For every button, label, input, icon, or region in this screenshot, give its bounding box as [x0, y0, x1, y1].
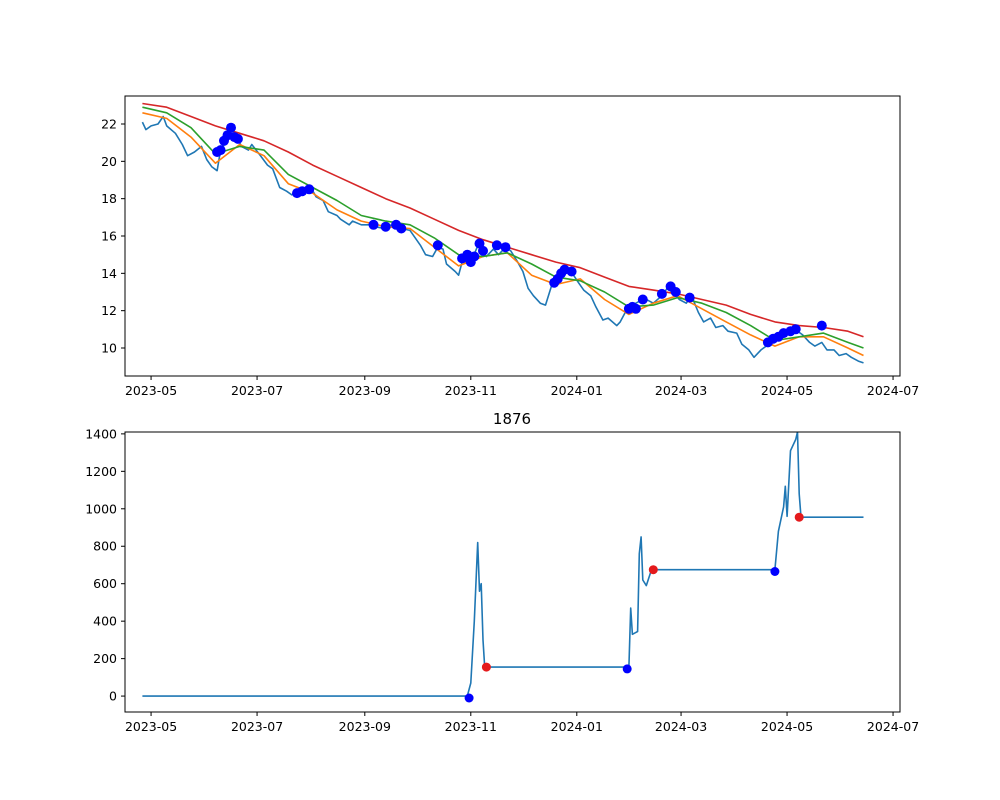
- position-marker-point: [770, 567, 780, 576]
- price-marker-point: [566, 266, 577, 277]
- price-chart-axes: 2023-05 2023-07 2023-09 2023-11 2024-01 2024-…: [101, 95, 919, 398]
- price-marker-point: [380, 221, 391, 232]
- price-marker-point: [396, 223, 407, 234]
- price-marker-point: [491, 240, 502, 251]
- price-chart-x-ticks: 2023-05 2023-07 2023-09 2023-11 2024-01 2024-…: [125, 376, 919, 398]
- position-y-tick-label: 600: [93, 576, 117, 591]
- price-x-tick-label: 2024-05: [761, 383, 813, 398]
- price-y-tick-label: 16: [101, 229, 117, 244]
- price-chart-y-ticks: 10 12 14 16 18 20 22: [101, 117, 125, 356]
- price-marker-point: [637, 294, 648, 305]
- price-x-tick-label: 2023-09: [339, 383, 391, 398]
- price-y-tick-label: 22: [101, 117, 117, 132]
- position-x-tick-label: 2023-05: [125, 719, 177, 734]
- position-marker-point: [794, 512, 804, 522]
- position-marker-point: [622, 664, 632, 674]
- price-marker-point: [432, 240, 443, 251]
- price-x-tick-label: 2023-05: [125, 383, 177, 398]
- position-chart-axes: 1876 2023-05 2023-07 2023-09 2023-11 2024-01…: [85, 410, 919, 734]
- position-x-tick-label: 2024-05: [761, 719, 813, 734]
- position-chart-x-ticks: 2023-05 2023-07 2023-09 2023-11 2024-01 2024-…: [125, 712, 919, 734]
- position-y-tick-label: 1000: [85, 501, 117, 516]
- position-y-tick-label: 0: [109, 689, 117, 704]
- price-x-tick-label: 2024-07: [867, 383, 919, 398]
- price-x-tick-label: 2023-11: [445, 383, 497, 398]
- price-marker-point: [474, 238, 485, 249]
- price-marker-point: [684, 292, 695, 303]
- position-y-tick-label: 1400: [85, 426, 117, 441]
- position-marker-point: [648, 565, 658, 575]
- price-x-tick-label: 2024-01: [551, 383, 603, 398]
- position-y-tick-label: 200: [93, 651, 117, 666]
- position-chart-title: 1876: [493, 410, 531, 428]
- price-marker-point: [790, 324, 801, 335]
- price-marker-point: [304, 184, 315, 195]
- position-x-tick-label: 2023-09: [339, 719, 391, 734]
- position-x-tick-label: 2024-03: [655, 719, 707, 734]
- position-chart-y-ticks: 0 200 400 600 800 1000 1200 1400: [85, 426, 125, 704]
- position-chart-series: [142, 432, 864, 697]
- position-x-tick-label: 2023-11: [445, 719, 497, 734]
- price-series-line-0: [141, 115, 864, 364]
- position-marker-point: [481, 662, 491, 672]
- position-x-tick-label: 2024-01: [551, 719, 603, 734]
- position-chart-markers: [464, 512, 804, 703]
- price-marker-point: [500, 242, 511, 253]
- price-marker-point: [816, 320, 827, 331]
- price-y-tick-label: 18: [101, 191, 117, 206]
- price-marker-point: [656, 288, 667, 299]
- position-marker-point: [464, 693, 474, 703]
- price-marker-point: [232, 133, 243, 144]
- price-y-tick-label: 12: [101, 303, 117, 318]
- price-y-tick-label: 10: [101, 341, 117, 356]
- position-y-tick-label: 1200: [85, 464, 117, 479]
- price-marker-point: [215, 145, 226, 156]
- price-y-tick-label: 14: [101, 266, 117, 281]
- position-series-line-0: [142, 432, 864, 697]
- price-marker-point: [368, 219, 379, 230]
- price-marker-point: [630, 303, 641, 314]
- price-x-tick-label: 2024-03: [655, 383, 707, 398]
- position-x-tick-label: 2023-07: [231, 719, 283, 734]
- price-marker-point: [226, 122, 236, 133]
- price-marker-point: [478, 245, 488, 256]
- price-chart-markers: [212, 122, 827, 348]
- position-chart-frame: [124, 431, 901, 713]
- price-y-tick-label: 20: [101, 154, 117, 169]
- position-y-tick-label: 800: [93, 539, 117, 554]
- position-y-tick-label: 400: [93, 614, 117, 629]
- price-marker-point: [469, 251, 480, 262]
- price-marker-point: [670, 287, 681, 297]
- position-x-tick-label: 2024-07: [867, 719, 919, 734]
- price-series-line-2: [142, 106, 864, 349]
- price-x-tick-label: 2023-07: [231, 383, 283, 398]
